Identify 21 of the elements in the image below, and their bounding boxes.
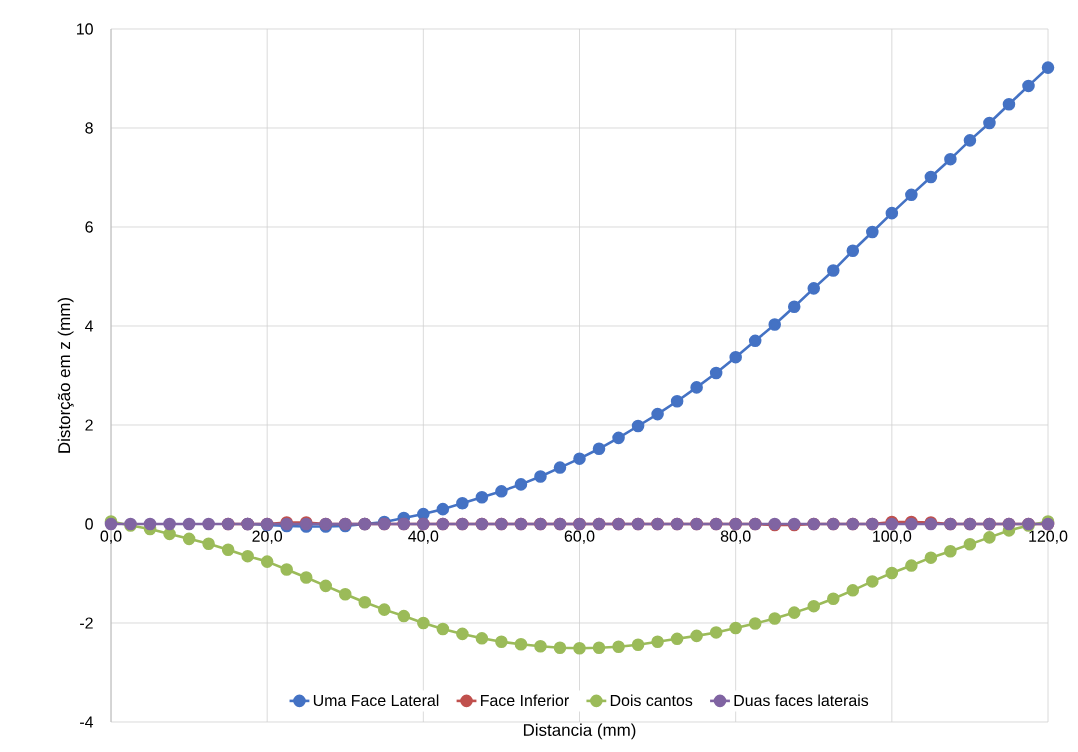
y-tick-label: -4	[80, 716, 94, 728]
y-tick-label: 0	[85, 518, 93, 530]
legend-label: Uma Face Lateral	[313, 694, 439, 707]
y-tick-label: 2	[85, 419, 93, 431]
x-tick-label: 100,0	[873, 530, 912, 544]
x-tick-label: 20,0	[252, 530, 283, 544]
legend-label: Face Inferior	[481, 694, 569, 707]
x-tick-label: 40,0	[408, 530, 439, 544]
y-tick-label: 8	[85, 122, 93, 134]
y-tick-label: 6	[85, 221, 93, 233]
x-tick-label: 60,0	[564, 530, 595, 544]
y-tick-label: 4	[85, 320, 94, 332]
y-axis-title: Distorção em z (mm)	[57, 298, 74, 453]
y-tick-label: 10	[77, 23, 93, 35]
y-tick-label: -2	[80, 617, 93, 629]
x-tick-label: 80,0	[720, 530, 751, 544]
x-tick-label: 120,0	[1029, 530, 1068, 544]
legend-label: Dois cantos	[610, 694, 693, 707]
x-tick-label: 0,0	[100, 530, 122, 544]
legend-label: Duas faces laterais	[734, 694, 869, 707]
x-axis-title: Distancia (mm)	[523, 723, 636, 740]
